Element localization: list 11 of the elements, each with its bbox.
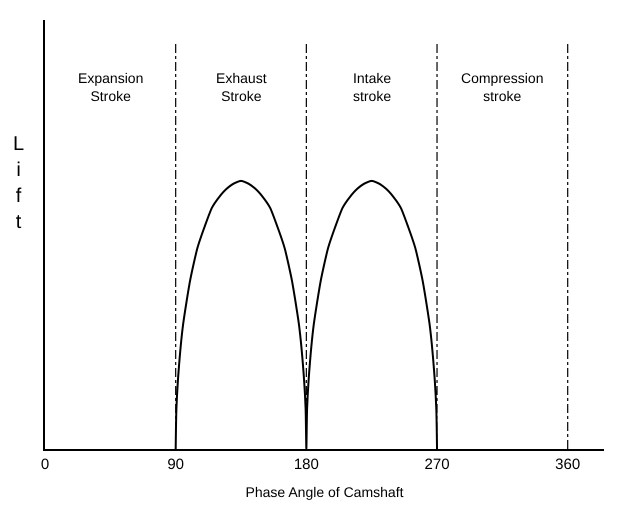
x-tick-label: 360 (555, 456, 580, 473)
x-tick-label: 0 (40, 456, 50, 473)
text: Compression stroke (461, 70, 544, 104)
text: Expansion Stroke (78, 70, 144, 104)
x-axis-title: Phase Angle of Camshaft (246, 484, 404, 500)
text: Intake stroke (353, 70, 392, 104)
text: Exhaust Stroke (216, 70, 267, 104)
x-tick-label: 180 (294, 456, 319, 473)
x-tick-label: 90 (167, 456, 184, 473)
y-axis-title: Lift (13, 133, 24, 233)
x-tick-label: 270 (424, 456, 450, 473)
